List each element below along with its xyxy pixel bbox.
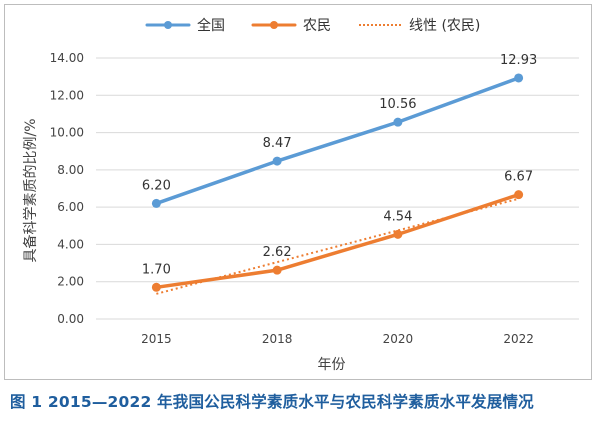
data-label-national: 10.56 bbox=[379, 97, 416, 112]
data-label-national: 8.47 bbox=[263, 136, 292, 151]
data-label-national: 12.93 bbox=[500, 53, 537, 68]
data-point-national bbox=[393, 117, 403, 127]
y-tick-label: 8.00 bbox=[57, 163, 84, 177]
grid-layer bbox=[96, 57, 579, 320]
legend-swatch-farmer bbox=[251, 21, 297, 29]
data-point-farmer bbox=[151, 282, 161, 292]
y-tick-label: 12.00 bbox=[50, 88, 84, 102]
y-tick-label: 4.00 bbox=[57, 237, 84, 251]
x-tick-label: 2015 bbox=[141, 332, 172, 346]
data-point-national bbox=[272, 156, 282, 166]
x-axis-title: 年份 bbox=[318, 357, 346, 373]
x-tick-label: 2020 bbox=[383, 332, 414, 346]
legend-swatch-trend bbox=[359, 24, 401, 26]
legend-item-national: 全国 bbox=[145, 15, 225, 35]
series-line-national bbox=[154, 76, 521, 206]
line-chart: 0.00 2.00 4.00 6.00 8.00 10.00 12.00 14.00 2015 2… bbox=[22, 51, 579, 373]
data-point-national bbox=[514, 73, 524, 83]
data-label-farmer: 6.67 bbox=[504, 170, 533, 185]
legend-label-farmer: 农民 bbox=[303, 18, 331, 34]
series-line-farmer bbox=[154, 192, 521, 290]
x-tick-label: 2018 bbox=[262, 332, 293, 346]
data-point-farmer bbox=[393, 229, 403, 239]
chart-frame: 0.00 2.00 4.00 6.00 8.00 10.00 12.00 14.00 2015 2… bbox=[4, 4, 592, 380]
y-axis-title: 具备科学素质的比例/% bbox=[22, 118, 39, 262]
data-label-national: 6.20 bbox=[142, 178, 171, 193]
chart-legend: 全国 农民 线性 (农民) bbox=[145, 15, 480, 35]
series-layer bbox=[151, 73, 524, 292]
y-tick-label: 2.00 bbox=[57, 275, 84, 289]
legend-label-national: 全国 bbox=[197, 18, 225, 34]
data-point-national bbox=[151, 198, 161, 208]
figure-caption: 图 1 2015—2022 年我国公民科学素质水平与农民科学素质水平发展情况 bbox=[10, 393, 534, 411]
legend-item-trend: 线性 (农民) bbox=[357, 15, 480, 35]
legend-label-trend: 线性 (农民) bbox=[409, 18, 481, 34]
y-tick-label: 0.00 bbox=[57, 312, 84, 326]
y-tick-label: 6.00 bbox=[57, 200, 84, 214]
data-label-farmer: 4.54 bbox=[383, 209, 412, 224]
data-label-farmer: 1.70 bbox=[142, 262, 171, 277]
x-tick-label: 2022 bbox=[503, 332, 534, 346]
axis-layer: 0.00 2.00 4.00 6.00 8.00 10.00 12.00 14.00 2015 2… bbox=[50, 51, 534, 346]
data-point-farmer bbox=[272, 265, 282, 275]
data-label-farmer: 2.62 bbox=[263, 245, 292, 260]
y-tick-label: 14.00 bbox=[50, 51, 84, 65]
data-point-farmer bbox=[514, 190, 524, 200]
legend-swatch-national bbox=[145, 21, 191, 29]
legend-item-farmer: 农民 bbox=[251, 15, 331, 35]
label-layer: 6.20 8.47 10.56 12.93 1.70 2.62 4.54 6.67 bbox=[142, 53, 537, 277]
y-tick-label: 10.00 bbox=[50, 126, 84, 140]
